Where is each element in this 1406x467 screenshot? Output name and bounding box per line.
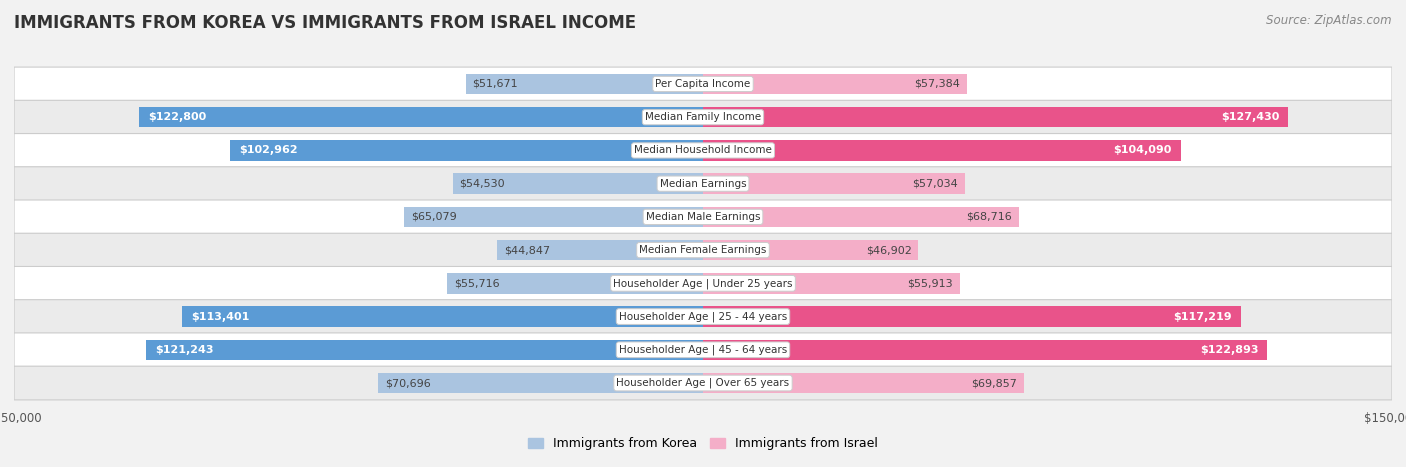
Bar bbox=[703, 306, 1241, 327]
Text: IMMIGRANTS FROM KOREA VS IMMIGRANTS FROM ISRAEL INCOME: IMMIGRANTS FROM KOREA VS IMMIGRANTS FROM… bbox=[14, 14, 636, 32]
Bar bbox=[703, 140, 1181, 161]
Bar bbox=[703, 240, 918, 261]
Legend: Immigrants from Korea, Immigrants from Israel: Immigrants from Korea, Immigrants from I… bbox=[523, 432, 883, 455]
Text: Median Female Earnings: Median Female Earnings bbox=[640, 245, 766, 255]
FancyBboxPatch shape bbox=[14, 200, 1392, 234]
Bar bbox=[231, 140, 703, 161]
Text: $117,219: $117,219 bbox=[1174, 311, 1232, 322]
Bar bbox=[404, 206, 703, 227]
Bar bbox=[146, 340, 703, 360]
Text: Median Family Income: Median Family Income bbox=[645, 112, 761, 122]
Bar bbox=[703, 373, 1024, 393]
Text: $57,384: $57,384 bbox=[914, 79, 960, 89]
Text: $68,716: $68,716 bbox=[966, 212, 1012, 222]
Text: $122,800: $122,800 bbox=[148, 112, 207, 122]
FancyBboxPatch shape bbox=[14, 333, 1392, 367]
Text: Source: ZipAtlas.com: Source: ZipAtlas.com bbox=[1267, 14, 1392, 27]
Text: Householder Age | Under 25 years: Householder Age | Under 25 years bbox=[613, 278, 793, 289]
Text: $121,243: $121,243 bbox=[155, 345, 214, 355]
Bar bbox=[703, 74, 966, 94]
Text: Householder Age | Over 65 years: Householder Age | Over 65 years bbox=[616, 378, 790, 388]
FancyBboxPatch shape bbox=[14, 267, 1392, 300]
Text: $55,716: $55,716 bbox=[454, 278, 499, 288]
Bar bbox=[447, 273, 703, 294]
FancyBboxPatch shape bbox=[14, 134, 1392, 167]
Text: Median Household Income: Median Household Income bbox=[634, 145, 772, 156]
Bar bbox=[703, 273, 960, 294]
Text: $127,430: $127,430 bbox=[1220, 112, 1279, 122]
FancyBboxPatch shape bbox=[14, 300, 1392, 333]
Text: Per Capita Income: Per Capita Income bbox=[655, 79, 751, 89]
Text: $54,530: $54,530 bbox=[460, 179, 505, 189]
Bar bbox=[703, 340, 1267, 360]
Text: Median Male Earnings: Median Male Earnings bbox=[645, 212, 761, 222]
Bar bbox=[453, 173, 703, 194]
Text: $65,079: $65,079 bbox=[411, 212, 457, 222]
Text: $55,913: $55,913 bbox=[907, 278, 953, 288]
Text: Median Earnings: Median Earnings bbox=[659, 179, 747, 189]
Bar bbox=[703, 173, 965, 194]
Text: $122,893: $122,893 bbox=[1199, 345, 1258, 355]
Text: Householder Age | 45 - 64 years: Householder Age | 45 - 64 years bbox=[619, 345, 787, 355]
FancyBboxPatch shape bbox=[14, 366, 1392, 400]
FancyBboxPatch shape bbox=[14, 167, 1392, 200]
Text: $57,034: $57,034 bbox=[912, 179, 957, 189]
Text: $44,847: $44,847 bbox=[503, 245, 550, 255]
Bar bbox=[496, 240, 703, 261]
Bar bbox=[139, 107, 703, 127]
FancyBboxPatch shape bbox=[14, 100, 1392, 134]
Text: $113,401: $113,401 bbox=[191, 311, 250, 322]
Bar bbox=[465, 74, 703, 94]
FancyBboxPatch shape bbox=[14, 67, 1392, 101]
Text: $69,857: $69,857 bbox=[972, 378, 1017, 388]
Bar bbox=[703, 206, 1018, 227]
Bar bbox=[703, 107, 1288, 127]
Text: Householder Age | 25 - 44 years: Householder Age | 25 - 44 years bbox=[619, 311, 787, 322]
Bar bbox=[378, 373, 703, 393]
Text: $51,671: $51,671 bbox=[472, 79, 519, 89]
Text: $104,090: $104,090 bbox=[1114, 145, 1171, 156]
Text: $70,696: $70,696 bbox=[385, 378, 430, 388]
Text: $102,962: $102,962 bbox=[239, 145, 298, 156]
FancyBboxPatch shape bbox=[14, 233, 1392, 267]
Bar bbox=[183, 306, 703, 327]
Text: $46,902: $46,902 bbox=[866, 245, 911, 255]
